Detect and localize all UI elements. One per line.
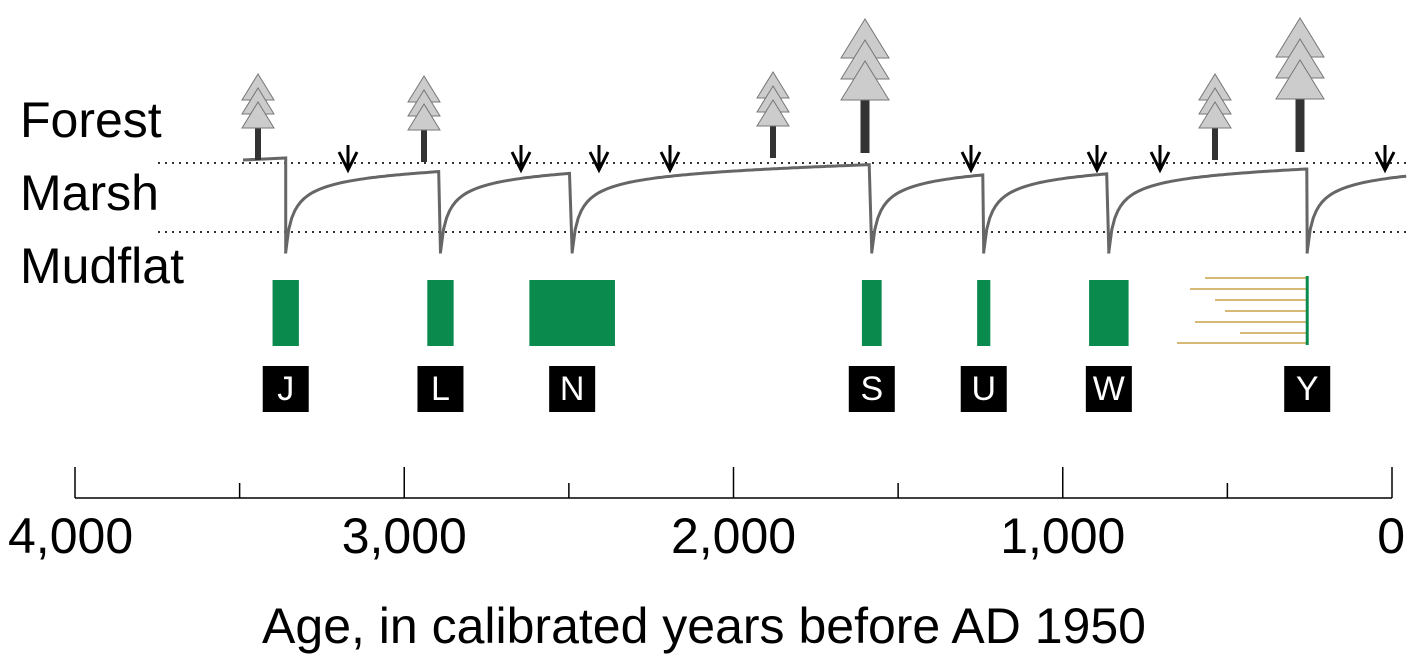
tree-ring-lines — [1177, 278, 1307, 343]
x-tick-label: 3,000 — [342, 508, 467, 564]
row-label: Mudflat — [20, 238, 184, 294]
arrow — [1376, 145, 1394, 170]
event-bar — [862, 280, 882, 346]
event-label: N — [560, 370, 585, 408]
event-label: L — [431, 370, 450, 408]
row-label: Marsh — [20, 165, 159, 221]
x-axis-title: Age, in calibrated years before AD 1950 — [262, 598, 1146, 654]
arrow — [590, 145, 608, 170]
event-label: J — [277, 370, 294, 408]
arrow — [1151, 145, 1169, 170]
arrow — [1088, 145, 1106, 170]
x-tick-label: 1,000 — [1000, 508, 1125, 564]
row-label: Forest — [20, 92, 162, 148]
event-bar — [273, 280, 299, 346]
event-bar — [977, 280, 990, 346]
x-tick-label: 4,000 — [8, 508, 133, 564]
arrow — [512, 145, 530, 170]
marsh-curve — [243, 158, 1406, 252]
event-bar — [529, 280, 615, 346]
event-label: W — [1093, 370, 1125, 408]
event-label: Y — [1296, 370, 1319, 408]
arrow — [962, 145, 980, 170]
event-bar — [1089, 280, 1129, 346]
x-tick-label: 0 — [1377, 508, 1405, 564]
chart: Forest Marsh Mudflat Age, in calibrated … — [0, 0, 1409, 663]
arrow — [661, 145, 679, 170]
event-label: S — [860, 370, 883, 408]
event-label: U — [971, 370, 996, 408]
event-bar — [427, 280, 453, 346]
x-tick-label: 2,000 — [671, 508, 796, 564]
arrow — [339, 145, 357, 170]
